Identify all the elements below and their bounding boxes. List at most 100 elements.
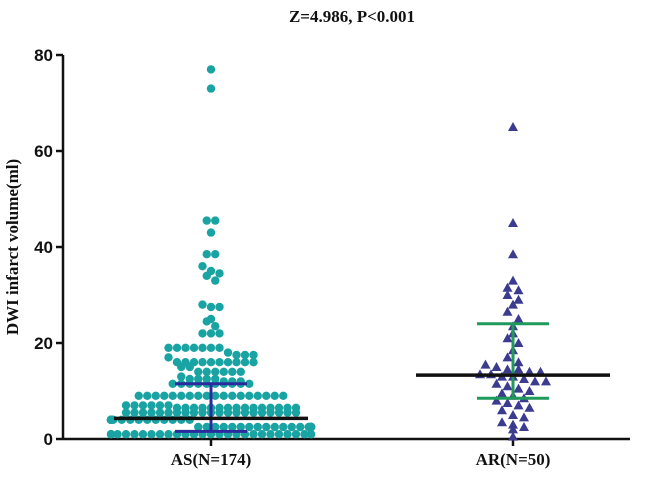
ar-data-point [508,419,518,429]
ar-data-point [508,218,518,227]
as-data-point [189,408,199,417]
ar-data-point [508,431,518,441]
as-data-point [270,422,279,432]
ar-data-point [513,400,524,410]
as-data-point [211,391,220,400]
as-data-point [198,262,207,271]
as-data-point [121,401,131,410]
as-data-point [249,350,258,360]
as-data-point [155,430,165,439]
as-data-point [185,391,194,400]
as-data-point [198,329,207,338]
y-tick-label: 20 [34,334,53,353]
as-data-point [106,430,116,439]
as-data-point [138,408,148,417]
as-data-point [172,343,182,352]
ar-data-point [524,402,535,412]
ar-data-point [508,122,518,131]
ar-data-point [541,376,551,386]
ar-data-point [513,357,524,367]
as-data-point [198,408,207,417]
ar-data-point [497,388,507,398]
ar-data-point [513,314,524,323]
as-data-point [211,276,220,285]
ar-data-point [508,275,518,285]
as-data-point [155,401,165,410]
ar-data-point [491,362,502,371]
as-data-point [177,391,186,400]
as-data-point [202,391,211,400]
as-data-point [198,300,207,309]
as-data-point [138,401,148,410]
as-data-point [211,250,220,259]
ar-data-point [513,338,524,347]
ar-data-point [508,424,518,434]
as-data-point [138,430,148,439]
as-data-point [143,391,152,400]
as-data-point [164,401,173,410]
as-data-point [130,401,139,410]
as-data-point [151,391,160,400]
as-data-point [249,358,258,367]
as-data-point [245,379,254,388]
as-data-point [283,430,292,439]
ar-data-point [491,395,502,405]
ar-data-point [502,352,513,362]
as-data-point [206,358,216,367]
ar-data-point [491,378,502,388]
y-axis-label: DWI infarct volume(ml) [3,159,22,335]
ar-data-point [519,374,529,383]
as-data-point [202,271,211,280]
ar-data-point [502,282,513,292]
as-data-point [134,391,143,400]
as-data-point [262,391,271,400]
as-data-point [228,367,237,376]
as-data-point [257,408,267,417]
as-data-point [194,391,203,400]
as-data-point [194,367,203,376]
as-data-point [291,408,301,417]
as-data-point [113,430,122,439]
as-data-point [266,430,275,439]
y-tick-label: 60 [34,142,53,161]
ar-data-point [508,249,518,259]
as-data-point [172,408,182,417]
as-data-point [296,422,305,432]
as-data-point [202,422,211,432]
as-data-point [206,302,216,312]
as-data-point [219,391,228,400]
ar-data-point [524,386,535,395]
ar-data-point [508,410,518,419]
as-data-point [202,216,211,225]
as-data-point [202,367,211,376]
ar-data-point [513,294,524,304]
as-data-point [236,367,245,376]
as-data-point [130,430,139,439]
as-data-point [211,216,220,225]
y-tick-label: 0 [44,430,53,449]
as-data-point [130,408,139,417]
as-data-point [164,430,173,439]
y-tick-label: 80 [34,46,53,65]
as-data-point [240,350,250,360]
as-data-point [198,343,207,352]
as-data-point [164,408,173,417]
as-data-point [177,362,186,372]
as-data-point [219,422,228,432]
as-data-point [215,269,224,278]
as-data-point [306,422,316,432]
x-tick-label: AS(N=174) [171,450,252,469]
as-data-point [287,422,296,432]
as-data-point [215,358,224,367]
as-data-point [240,408,250,417]
as-data-point [181,343,190,352]
as-data-point [232,350,241,360]
ar-data-point [502,306,513,316]
as-data-point [257,430,267,439]
as-data-point [270,391,279,400]
ar-data-point [502,381,513,391]
as-data-point [253,391,262,400]
as-data-point [232,358,241,367]
as-data-point [211,322,220,331]
